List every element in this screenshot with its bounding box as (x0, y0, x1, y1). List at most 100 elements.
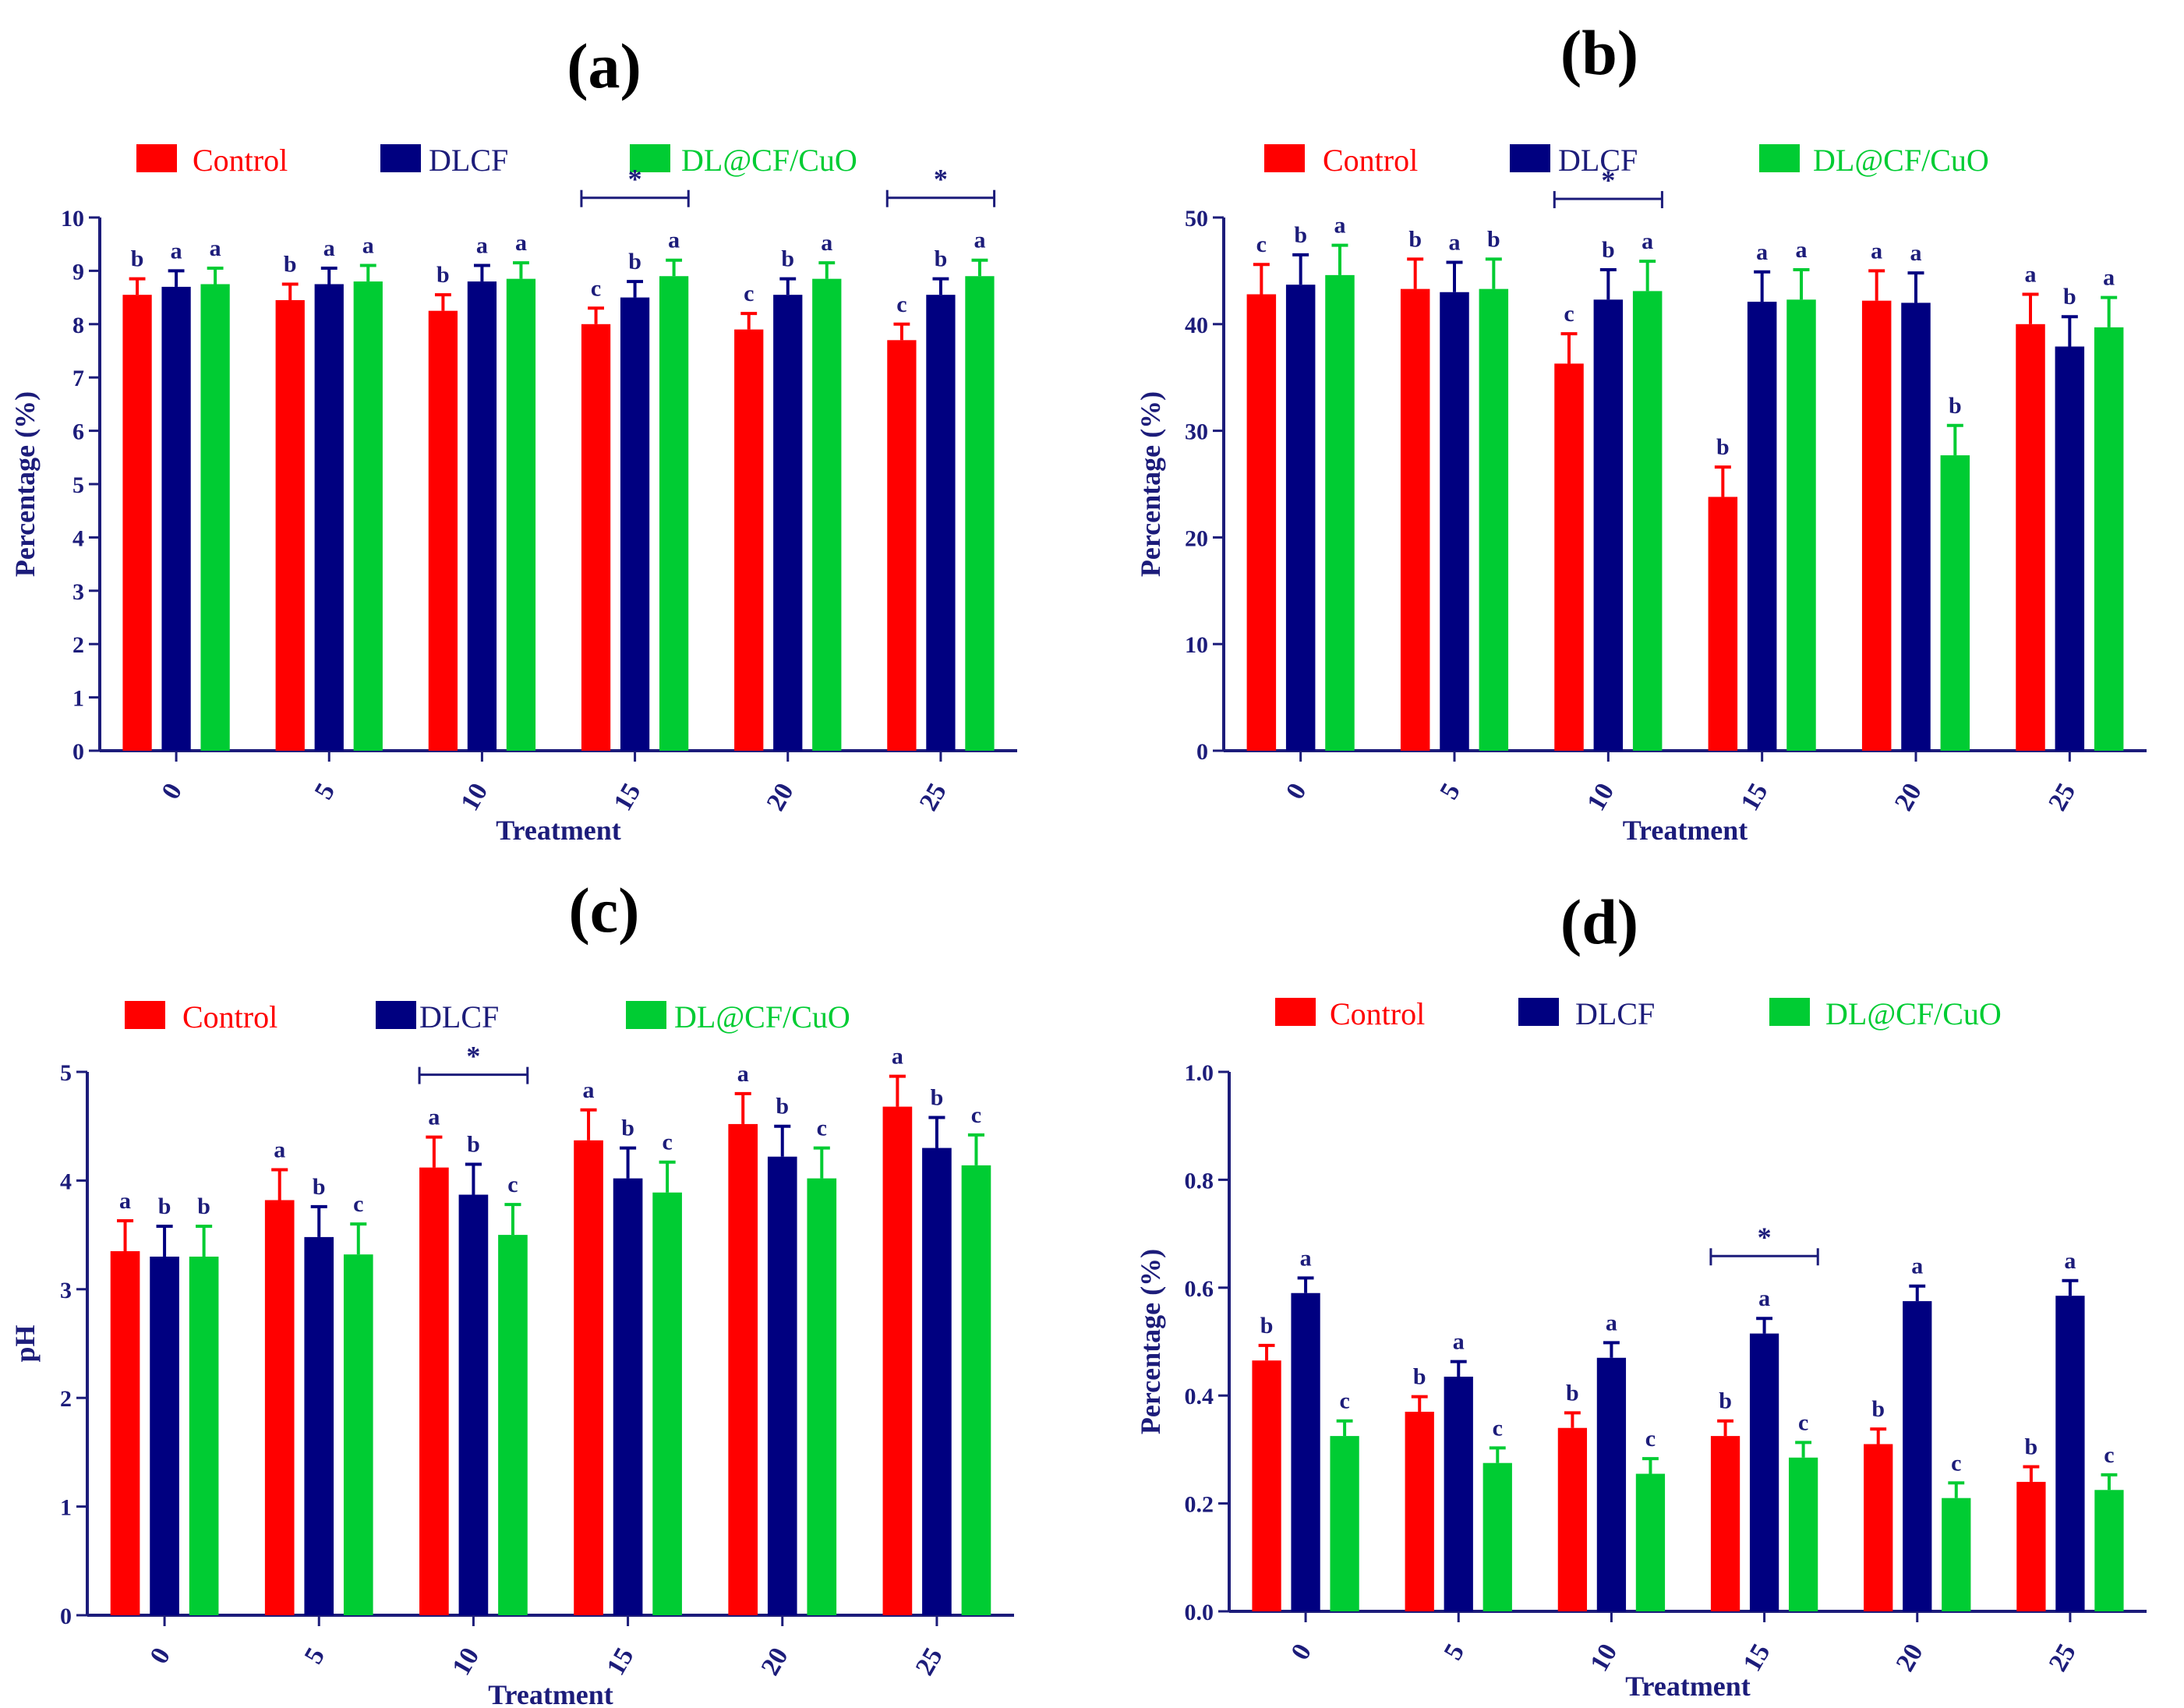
bar-dlcfcuo-5 (353, 281, 383, 751)
y-tick-label: 8 (72, 313, 84, 338)
x-tick-label: 15 (601, 1643, 639, 1681)
bar-dlcfcuo-10 (1632, 291, 1663, 751)
significance-letter: a (737, 1061, 749, 1087)
significance-letter: b (1413, 1364, 1426, 1390)
legend-swatch-1 (1510, 144, 1550, 172)
legend-label: DL@CF/CuO (1813, 143, 1989, 178)
bar-dlcf-0 (150, 1256, 179, 1615)
bar-control-0 (1246, 294, 1277, 751)
y-tick-label: 10 (61, 206, 84, 232)
x-tick-label: 10 (455, 779, 493, 816)
significance-letter: a (1300, 1245, 1312, 1271)
y-tick-label: 3 (60, 1278, 72, 1303)
bar-dlcf-0 (1285, 285, 1316, 751)
y-tick-label: 5 (60, 1060, 72, 1086)
significance-star: * (628, 164, 642, 195)
bar-control-0 (110, 1251, 140, 1615)
legend-swatch-1 (380, 144, 421, 172)
significance-letter: c (1645, 1426, 1656, 1452)
bar-control-10 (428, 310, 458, 751)
x-tick-label: 25 (914, 779, 952, 816)
significance-letter: b (2025, 1434, 2038, 1460)
bar-dlcfcuo-0 (1330, 1436, 1359, 1611)
y-tick-label: 2 (60, 1386, 72, 1412)
significance-letter: c (1339, 1388, 1349, 1414)
bar-dlcfcuo-15 (1788, 1457, 1818, 1611)
significance-letter: c (1256, 232, 1267, 257)
bar-dlcf-20 (1903, 1301, 1932, 1611)
y-tick-label: 5 (72, 472, 84, 498)
significance-star: * (466, 1041, 480, 1072)
bar-dlcfcuo-5 (1483, 1462, 1512, 1611)
bar-dlcfcuo-0 (1325, 274, 1355, 751)
significance-letter: a (974, 228, 985, 253)
significance-star: * (1758, 1222, 1772, 1253)
y-axis-label: Percentage (%) (1135, 391, 1166, 577)
bar-control-15 (1710, 1436, 1740, 1611)
significance-letter: a (1758, 1285, 1770, 1311)
significance-letter: b (621, 1116, 634, 1141)
bar-dlcfcuo-10 (1635, 1473, 1666, 1611)
panel-title: (c) (568, 875, 639, 946)
x-tick-label: 5 (299, 1643, 331, 1669)
x-tick-label: 0 (1281, 779, 1313, 804)
y-tick-label: 0.6 (1185, 1276, 1214, 1302)
y-tick-label: 9 (72, 259, 84, 285)
significance-letter: b (1719, 1388, 1732, 1414)
significance-star: * (934, 164, 948, 195)
bar-control-25 (2016, 324, 2045, 751)
significance-star: * (1601, 164, 1615, 196)
significance-letter: b (284, 252, 297, 278)
significance-letter: c (971, 1102, 981, 1128)
legend-swatch-0 (125, 1001, 165, 1029)
significance-letter: a (821, 230, 832, 256)
bar-control-25 (887, 340, 917, 751)
bar-control-5 (264, 1200, 295, 1615)
y-tick-label: 2 (72, 632, 84, 658)
significance-letter: b (1716, 434, 1730, 460)
bar-control-10 (419, 1167, 449, 1615)
legend-swatch-0 (136, 144, 177, 172)
significance-letter: b (313, 1174, 326, 1200)
bar-dlcfcuo-5 (343, 1254, 373, 1615)
significance-letter: c (1564, 301, 1574, 327)
y-tick-label: 1 (60, 1495, 72, 1521)
legend-label: Control (1330, 996, 1425, 1031)
panel-a: (a) Control DLCF DL@CF/CuO 0 1 2 3 4 5 6 7 8 9 10 Perce… (9, 30, 1017, 846)
bar-dlcfcuo-20 (807, 1178, 837, 1615)
y-tick-label: 0 (60, 1604, 72, 1629)
y-tick-label: 4 (60, 1169, 72, 1194)
x-tick-label: 0 (1285, 1639, 1317, 1665)
bar-dlcf-25 (922, 1148, 952, 1615)
x-tick-label: 5 (309, 779, 341, 804)
bar-dlcfcuo-20 (812, 278, 842, 751)
significance-letter: a (428, 1105, 440, 1130)
x-tick-label: 25 (910, 1643, 949, 1681)
x-tick-label: 15 (608, 779, 646, 816)
bar-dlcf-15 (1749, 1333, 1779, 1611)
significance-letter: a (1449, 229, 1461, 255)
bar-dlcfcuo-25 (2094, 327, 2124, 751)
bar-control-20 (728, 1123, 758, 1615)
significance-letter: a (1795, 237, 1807, 263)
bar-dlcfcuo-0 (189, 1256, 219, 1615)
x-axis-label: Treatment (1623, 815, 1748, 846)
legend-swatch-1 (1518, 998, 1559, 1026)
significance-letter: b (1602, 237, 1615, 263)
legend-label: DLCF (1558, 143, 1638, 178)
significance-letter: c (2104, 1442, 2114, 1468)
bar-dlcfcuo-5 (1479, 288, 1509, 751)
legend-swatch-0 (1264, 144, 1305, 172)
bar-dlcf-0 (1291, 1292, 1320, 1611)
bar-dlcfcuo-10 (498, 1235, 528, 1615)
y-tick-label: 0.2 (1185, 1492, 1214, 1518)
bar-dlcf-15 (613, 1178, 643, 1615)
significance-letter: b (467, 1131, 480, 1157)
legend-swatch-2 (1769, 998, 1810, 1026)
bar-dlcfcuo-0 (200, 284, 230, 751)
significance-letter: a (1911, 1254, 1923, 1279)
bar-dlcf-25 (2055, 346, 2085, 751)
legend-label: DL@CF/CuO (681, 143, 857, 178)
significance-letter: a (1756, 239, 1768, 265)
